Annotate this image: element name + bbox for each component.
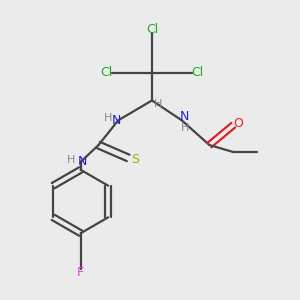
Text: O: O <box>233 117 243 130</box>
Text: H: H <box>104 113 112 123</box>
Text: N: N <box>112 114 121 127</box>
Text: N: N <box>78 155 87 168</box>
Text: Cl: Cl <box>191 66 204 79</box>
Text: S: S <box>131 153 139 167</box>
Text: H: H <box>181 123 189 133</box>
Text: H: H <box>67 155 75 165</box>
Text: H: H <box>154 99 162 110</box>
Text: N: N <box>180 110 189 123</box>
Text: F: F <box>77 266 84 279</box>
Text: Cl: Cl <box>146 22 158 36</box>
Text: Cl: Cl <box>100 66 112 79</box>
